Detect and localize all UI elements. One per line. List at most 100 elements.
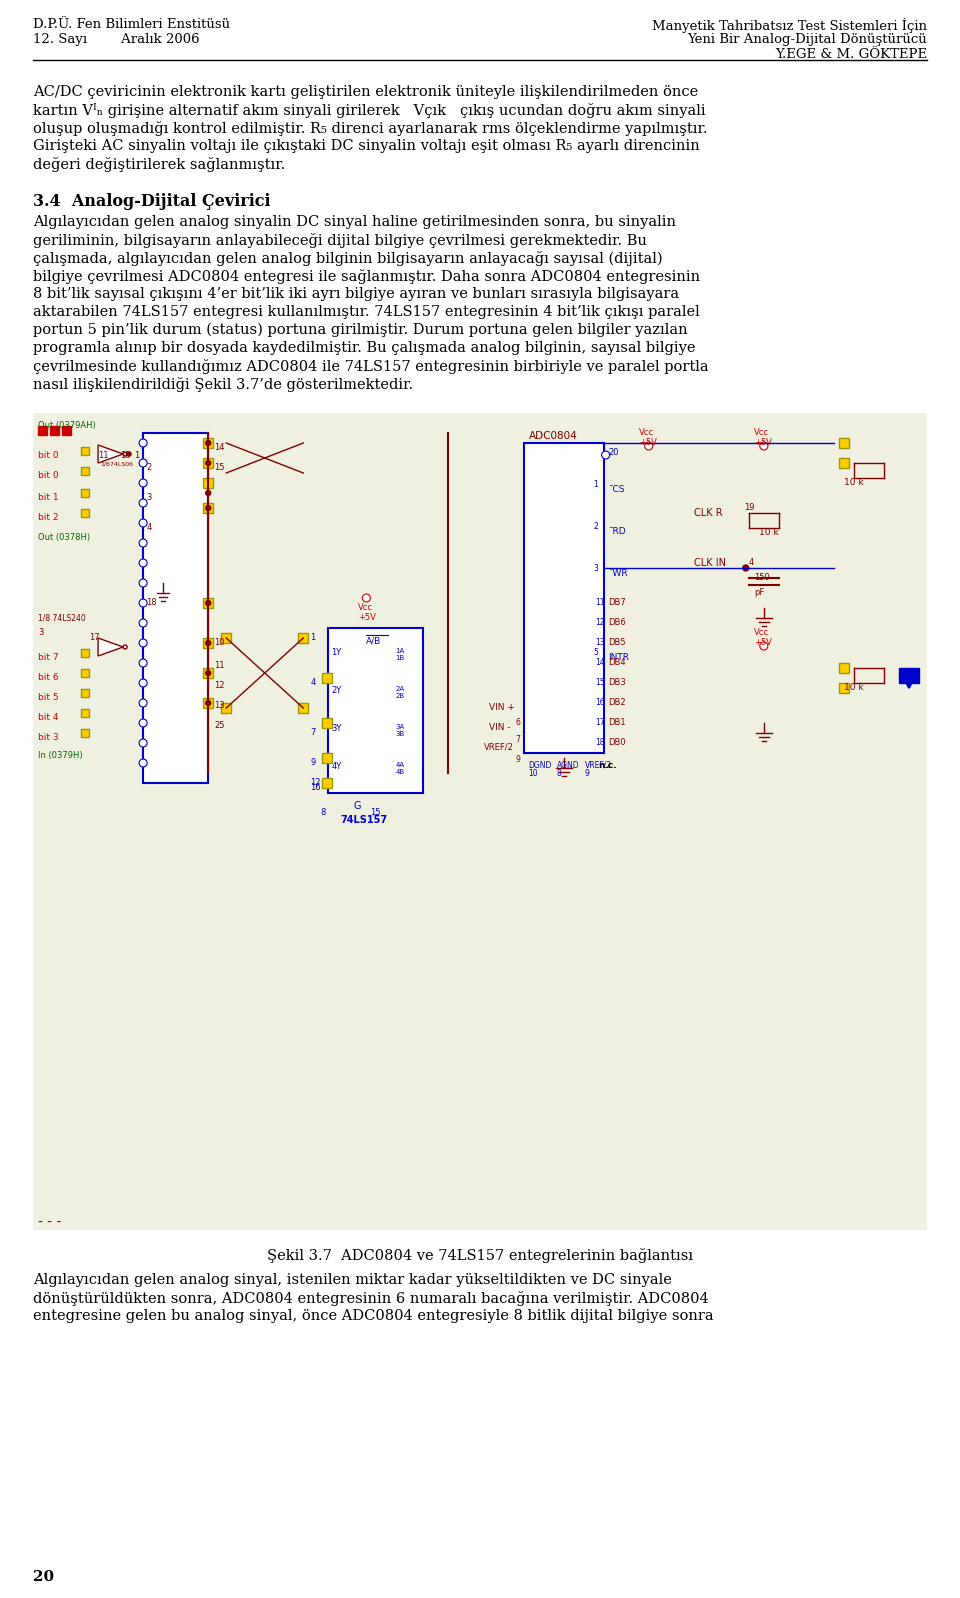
- Text: bit 1: bit 1: [38, 494, 59, 502]
- Text: 8: 8: [557, 769, 562, 778]
- Text: 3: 3: [146, 494, 152, 502]
- Bar: [81, 729, 89, 737]
- Circle shape: [139, 559, 147, 567]
- Text: 20: 20: [33, 1569, 54, 1584]
- Text: 10: 10: [120, 451, 131, 460]
- Circle shape: [139, 738, 147, 746]
- Text: 16: 16: [595, 698, 605, 706]
- Bar: [839, 438, 849, 447]
- Circle shape: [759, 642, 768, 650]
- Text: DB4: DB4: [608, 658, 625, 666]
- Text: AGND: AGND: [557, 761, 579, 770]
- Text: 12. Sayı        Aralık 2006: 12. Sayı Aralık 2006: [33, 34, 200, 46]
- Text: G: G: [353, 801, 361, 812]
- Text: 10 k: 10 k: [844, 682, 864, 692]
- Bar: [62, 427, 71, 435]
- Bar: [323, 753, 332, 762]
- Text: bilgiye çevrilmesi ADC0804 entegresi ile sağlanmıştır. Daha sonra ADC0804 entegr: bilgiye çevrilmesi ADC0804 entegresi ile…: [33, 268, 700, 284]
- Bar: [299, 633, 308, 642]
- Bar: [81, 489, 89, 497]
- Text: 1: 1: [593, 479, 598, 489]
- Text: 14: 14: [214, 443, 225, 452]
- Text: DB2: DB2: [608, 698, 625, 706]
- Text: Vcc: Vcc: [754, 628, 769, 638]
- Text: Algılayıcıdan gelen analog sinyalin DC sinyal haline getirilmesinden sonra, bu s: Algılayıcıdan gelen analog sinyalin DC s…: [33, 216, 676, 229]
- Text: In (0379H): In (0379H): [38, 751, 83, 761]
- Text: DB1: DB1: [608, 718, 625, 727]
- Bar: [204, 459, 213, 468]
- Circle shape: [123, 646, 127, 649]
- Text: 6: 6: [516, 718, 520, 727]
- Bar: [33, 412, 927, 1230]
- Circle shape: [743, 566, 749, 570]
- Text: 13: 13: [214, 702, 225, 710]
- Text: 9: 9: [310, 757, 316, 767]
- Text: 18: 18: [595, 738, 605, 746]
- Text: bit 6: bit 6: [38, 673, 59, 682]
- Bar: [839, 663, 849, 673]
- Circle shape: [139, 519, 147, 527]
- Text: 3A
3B: 3A 3B: [396, 724, 405, 737]
- Text: DB0: DB0: [608, 738, 625, 746]
- Text: DGND: DGND: [529, 761, 552, 770]
- Text: DB6: DB6: [608, 618, 625, 626]
- Circle shape: [139, 578, 147, 586]
- Bar: [204, 638, 213, 649]
- Text: geriliminin, bilgisayarın anlayabileceği dijital bilgiye çevrilmesi gerekmektedi: geriliminin, bilgisayarın anlayabileceği…: [33, 233, 647, 248]
- Text: bit 5: bit 5: [38, 694, 59, 702]
- Bar: [81, 670, 89, 678]
- Bar: [143, 433, 208, 783]
- Bar: [839, 459, 849, 468]
- Text: 15: 15: [371, 809, 381, 817]
- Circle shape: [139, 759, 147, 767]
- Text: 11: 11: [595, 598, 605, 607]
- Text: CLK IN: CLK IN: [694, 558, 726, 567]
- Text: CLK R: CLK R: [694, 508, 722, 518]
- Bar: [323, 718, 332, 729]
- Circle shape: [139, 679, 147, 687]
- Text: 7: 7: [310, 729, 316, 737]
- Text: DB5: DB5: [608, 638, 625, 647]
- Bar: [204, 503, 213, 513]
- Text: 3: 3: [38, 628, 43, 638]
- Text: Out (0378H): Out (0378H): [38, 534, 90, 542]
- Text: 12: 12: [595, 618, 605, 626]
- Circle shape: [139, 459, 147, 467]
- Circle shape: [362, 594, 371, 602]
- Text: VIN +: VIN +: [489, 703, 515, 713]
- Text: 7: 7: [516, 735, 520, 745]
- Text: çevrilmesinde kullandığımız ADC0804 ile 74LS157 entegresinin birbiriyle ve paral: çevrilmesinde kullandığımız ADC0804 ile …: [33, 360, 708, 374]
- Circle shape: [139, 698, 147, 706]
- Bar: [81, 467, 89, 475]
- Text: Yeni Bir Analog-Dijital Dönüştürücü: Yeni Bir Analog-Dijital Dönüştürücü: [687, 34, 927, 46]
- Text: ¯CS: ¯CS: [608, 486, 624, 494]
- Text: bit 3: bit 3: [38, 733, 59, 741]
- Polygon shape: [98, 638, 123, 657]
- Text: ¯RD: ¯RD: [608, 527, 625, 535]
- Bar: [839, 682, 849, 694]
- Text: - - -: - - -: [38, 1214, 61, 1229]
- Circle shape: [205, 671, 210, 676]
- Text: 10 k: 10 k: [844, 478, 864, 487]
- Text: portun 5 pin’lik durum (status) portuna girilmiştir. Durum portuna gelen bilgile: portun 5 pin’lik durum (status) portuna …: [33, 323, 687, 337]
- Circle shape: [759, 443, 768, 451]
- Circle shape: [139, 658, 147, 666]
- Text: 5: 5: [593, 649, 598, 657]
- Circle shape: [139, 618, 147, 626]
- Text: 3.4  Analog-Dijital Çevirici: 3.4 Analog-Dijital Çevirici: [33, 193, 271, 209]
- Bar: [204, 668, 213, 678]
- Text: 11: 11: [98, 451, 108, 460]
- Text: 19: 19: [744, 503, 755, 511]
- Bar: [81, 710, 89, 718]
- Text: 1/674LS06: 1/674LS06: [100, 460, 133, 467]
- Text: 3Y: 3Y: [331, 724, 342, 733]
- Text: 150: 150: [754, 574, 770, 582]
- Text: n.c.: n.c.: [599, 761, 617, 770]
- Text: 3: 3: [593, 564, 598, 574]
- Text: 9: 9: [516, 754, 520, 764]
- Bar: [899, 668, 919, 682]
- Text: +5V: +5V: [358, 614, 376, 622]
- Text: 8: 8: [321, 809, 325, 817]
- Text: çalışmada, algılayıcıdan gelen analog bilginin bilgisayarın anlayacağı sayısal (: çalışmada, algılayıcıdan gelen analog bi…: [33, 251, 662, 265]
- Text: entegresine gelen bu analog sinyal, önce ADC0804 entegresiyle 8 bitlik dijital b: entegresine gelen bu analog sinyal, önce…: [33, 1309, 713, 1323]
